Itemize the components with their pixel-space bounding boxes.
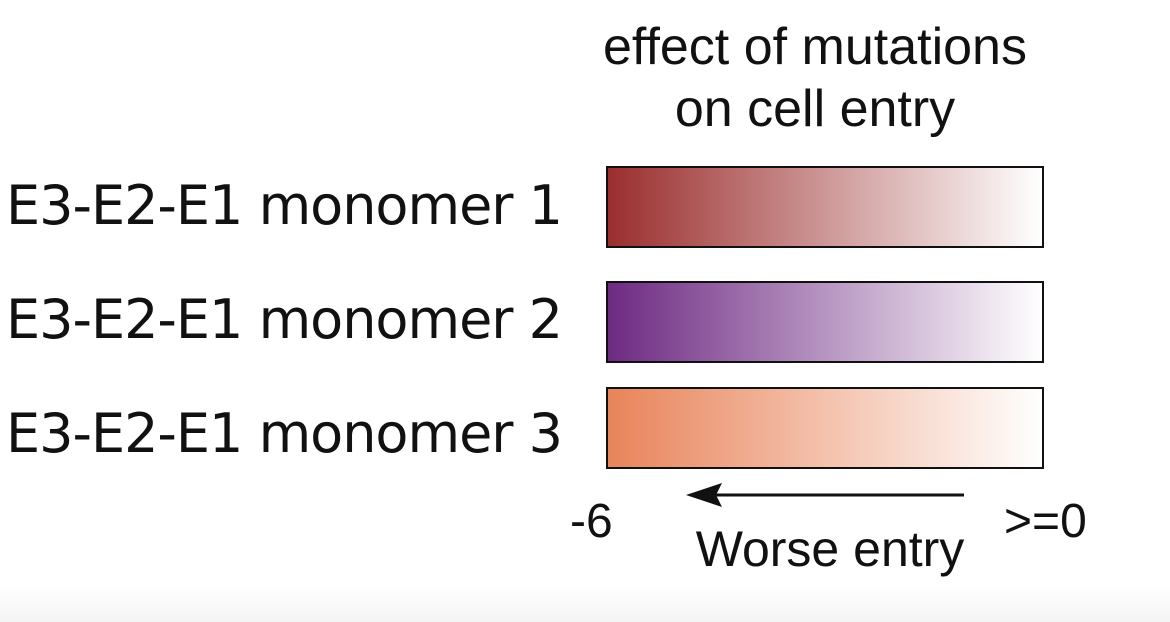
legend-title: effect of mutations on cell entry [560,16,1070,140]
colorbar-monomer-1 [606,166,1044,248]
row-label-monomer-1: E3-E2-E1 monomer 1 [6,174,563,237]
colorbar-monomer-3 [606,387,1044,469]
left-arrow-icon [686,483,964,507]
scale-direction-label: Worse entry [695,521,965,577]
scale-min-label: -6 [570,495,613,548]
legend-title-line-2: on cell entry [674,80,956,138]
row-label-monomer-3: E3-E2-E1 monomer 3 [6,402,563,465]
bottom-shade [0,585,1170,622]
scale-max-label: >=0 [1004,495,1087,548]
row-label-monomer-2: E3-E2-E1 monomer 2 [6,288,563,351]
colorbar-monomer-2 [606,281,1044,363]
legend-title-line-1: effect of mutations [603,18,1027,76]
